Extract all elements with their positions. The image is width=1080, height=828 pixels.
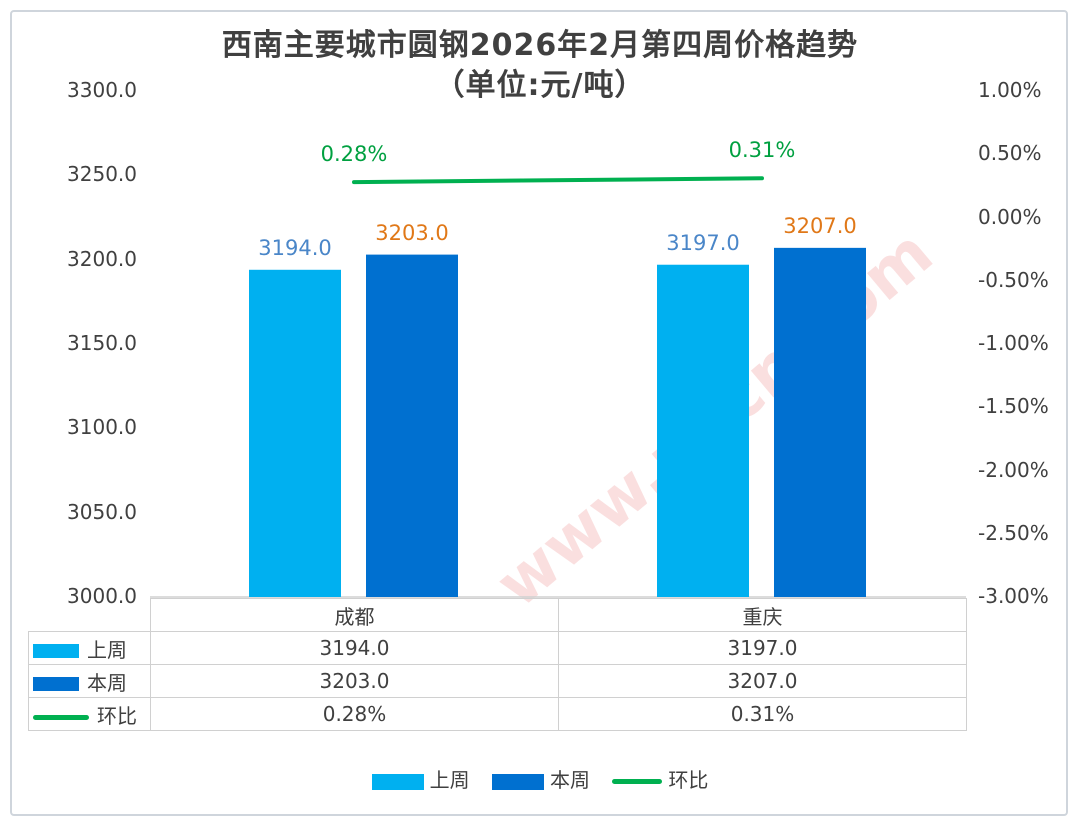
table-row-label: 上周 [28,631,151,665]
table-cell: 3207.0 [558,664,967,698]
table-row: 上周 3194.0 3197.0 [28,631,967,665]
y-tick-label: 3150.0 [67,331,137,355]
table-cell: 0.28% [150,697,559,731]
table-row-label: 本周 [28,664,151,698]
y2-tick-label: -1.00% [978,331,1049,355]
bar-this-week [774,247,866,598]
table-header-cell: 成都 [150,598,559,632]
y2-tick-label: 1.00% [978,78,1042,102]
chart-subtitle: （单位:元/吨） [434,68,646,103]
table-header-cell: 重庆 [558,598,967,632]
table-row: 本周 3203.0 3207.0 [28,664,967,698]
y2-tick-label: 0.00% [978,204,1042,229]
legend-swatch-mom [33,714,89,720]
legend-swatch [492,773,544,790]
y2-tick-label: -3.00% [978,584,1049,608]
y-tick-label: 3300.0 [67,78,137,102]
legend-swatch [371,773,424,790]
bar-last-week [657,264,749,597]
bar-last-week [249,269,341,597]
table-row-label: 环比 [28,697,151,731]
y2-tick-label: -2.50% [978,520,1049,545]
bar-data-label: 3207.0 [783,213,857,238]
chart-title: 西南主要城市圆钢2026年2月第四周价格趋势 [221,28,859,63]
y2-tick-label: -2.00% [978,457,1049,482]
bar-data-label: 3197.0 [666,230,740,255]
bar-data-label: 3203.0 [375,220,449,245]
legend-label: 上周 [429,768,470,792]
bar-this-week [366,254,458,597]
legend-item-last-week: 上周 [371,764,470,793]
row-label-text: 环比 [97,703,137,728]
row-label-text: 上周 [87,637,127,662]
row-label-text: 本周 [87,670,127,695]
table-corner [28,598,151,632]
mom-data-label: 0.28% [320,142,388,167]
table-cell: 0.31% [558,697,967,731]
mom-data-label: 0.31% [728,138,796,163]
chart-legend: 上周 本周 环比 [0,764,1080,793]
mom-line [352,176,764,185]
y-tick-label: 3100.0 [67,415,137,440]
table-cell: 3203.0 [150,664,559,698]
legend-label: 本周 [550,768,590,792]
table-cell: 3197.0 [558,631,967,665]
legend-swatch [612,779,663,784]
y-tick-label: 3200.0 [67,246,137,271]
legend-item-this-week: 本周 [492,764,590,793]
y2-tick-label: 0.50% [978,141,1042,166]
y2-tick-label: -1.50% [978,394,1049,419]
legend-label: 环比 [668,768,709,792]
legend-item-mom: 环比 [612,764,708,793]
table-header-row: 成都 重庆 [28,598,967,632]
y2-tick-label: -0.50% [978,267,1049,292]
data-table: 成都 重庆 上周 3194.0 3197.0 本周 3203.0 3207.0 … [28,598,967,731]
legend-swatch-this-week [33,677,79,691]
chart-frame [10,10,1068,816]
table-cell: 3194.0 [150,631,559,665]
table-row: 环比 0.28% 0.31% [28,697,967,731]
legend-swatch-last-week [33,644,79,658]
y-tick-label: 3250.0 [67,162,137,187]
y-tick-label: 3050.0 [67,499,137,524]
bar-data-label: 3194.0 [258,235,332,260]
